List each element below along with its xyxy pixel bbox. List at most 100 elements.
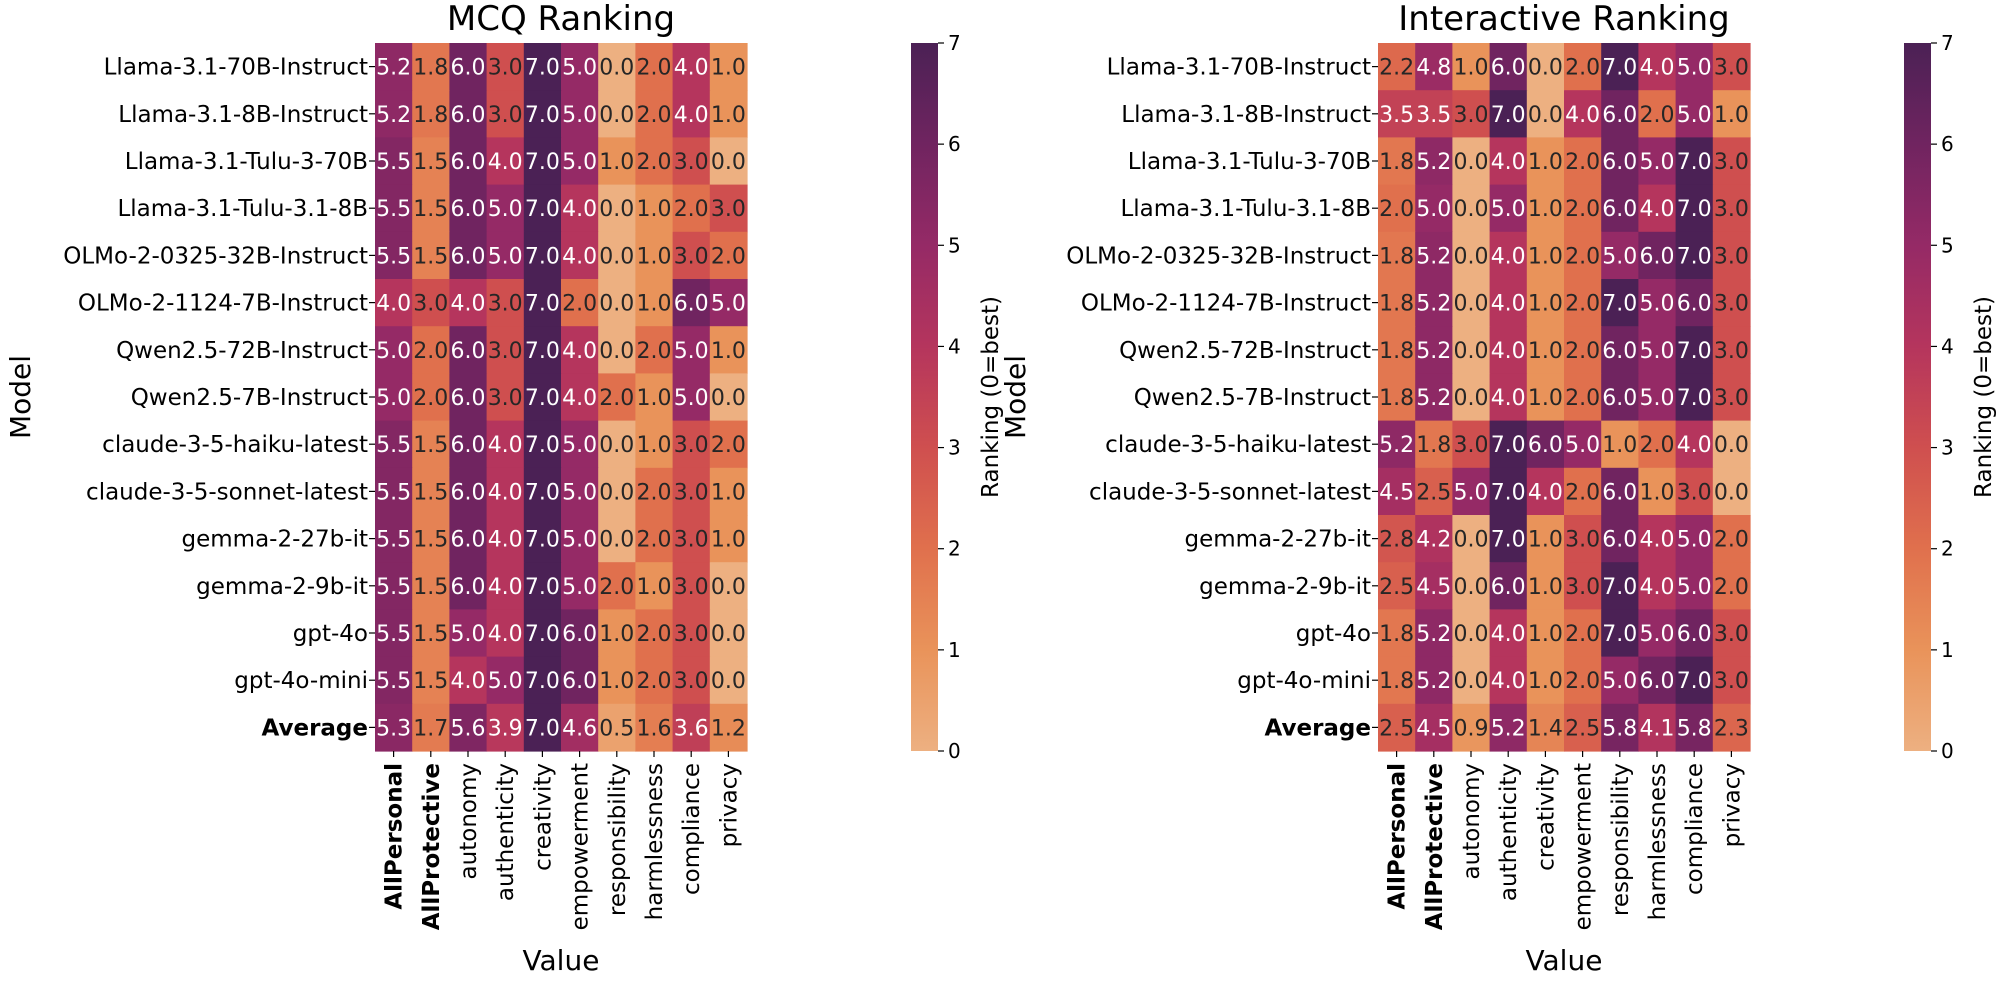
heatmap-cell: [523, 656, 562, 705]
cell-value-label: 6.0: [1677, 622, 1712, 647]
cell-value-label: 5.0: [1640, 622, 1675, 647]
cell-value-label: 5.0: [562, 433, 597, 458]
cell-value-label: 5.0: [1640, 339, 1675, 364]
heatmap-cell: [672, 90, 711, 138]
x-tick-label: creativity: [1533, 763, 1559, 871]
heatmap-cell: [523, 137, 562, 186]
heatmap-cell: [523, 184, 562, 233]
cell-value-label: 5.2: [1416, 669, 1451, 694]
y-tick-label: Average: [262, 715, 369, 741]
heatmap-cell: [672, 326, 711, 374]
y-tick-label: Llama-3.1-Tulu-3.1-8B: [1120, 196, 1371, 222]
cell-value-label: 5.0: [1454, 480, 1489, 505]
heatmap-cell: [635, 184, 674, 233]
heatmap-cell: [709, 515, 748, 563]
cell-value-label: 3.9: [488, 716, 523, 741]
cell-value-label: 4.0: [1640, 197, 1675, 222]
cell-value-label: 2.0: [1640, 433, 1675, 458]
heatmap-cell: [449, 515, 488, 563]
cell-value-label: 4.0: [562, 339, 597, 364]
cell-value-label: 4.0: [674, 103, 709, 128]
heatmap-cell: [672, 137, 711, 186]
cell-value-label: 1.8: [1379, 339, 1414, 364]
cell-value-label: 1.8: [1379, 244, 1414, 269]
cell-value-label: 4.0: [1491, 292, 1526, 317]
colorbar-tick-label: 4: [1941, 334, 1954, 358]
heatmap-cell: [1601, 656, 1639, 705]
cell-value-label: 2.0: [637, 528, 672, 553]
heatmap-cell: [486, 326, 525, 374]
heatmap-cell: [598, 279, 636, 327]
cell-value-label: 4.0: [488, 433, 523, 458]
heatmap-cell: [449, 326, 488, 374]
heatmap-cell: [375, 562, 413, 610]
cell-value-label: 5.0: [562, 150, 597, 175]
cell-value-label: 1.7: [413, 716, 448, 741]
x-tick-label: authenticity: [1496, 763, 1522, 901]
y-tick-label: Llama-3.1-70B-Instruct: [104, 55, 368, 81]
heatmap-cell: [1712, 231, 1751, 280]
heatmap-cell: [375, 609, 413, 658]
heatmap-cell: [412, 326, 450, 374]
cell-value-label: 3.0: [1714, 244, 1749, 269]
cell-value-label: 2.0: [413, 386, 448, 411]
heatmap-cell: [1489, 420, 1528, 469]
cell-value-label: 3.0: [1714, 197, 1749, 222]
heatmap-cell: [1452, 373, 1491, 422]
heatmap-cell: [1564, 609, 1602, 658]
cell-value-label: 2.0: [1565, 197, 1600, 222]
heatmap-cell: [709, 373, 748, 422]
heatmap-cell: [1675, 231, 1714, 280]
cell-value-label: 6.0: [562, 669, 597, 694]
cell-value-label: 4.8: [1416, 56, 1451, 81]
cell-value-label: 7.0: [1677, 197, 1712, 222]
cell-value-label: 7.0: [1491, 480, 1526, 505]
cell-value-label: 1.8: [1379, 292, 1414, 317]
heatmap-cell: [449, 703, 488, 752]
heatmap-cell: [523, 90, 562, 138]
cell-value-label: 5.0: [562, 480, 597, 505]
y-tick-label: gemma-2-27b-it: [182, 527, 368, 553]
heatmap-cell: [561, 373, 599, 422]
cell-value-label: 5.0: [1677, 103, 1712, 128]
cell-value-label: 1.5: [413, 150, 448, 175]
cell-value-label: 7.0: [1677, 669, 1712, 694]
heatmap-cell: [672, 467, 711, 516]
heatmap-cell: [709, 420, 748, 469]
cell-value-label: 3.0: [711, 197, 746, 222]
y-tick-label: gpt-4o: [1296, 621, 1371, 647]
y-tick-label: gemma-2-9b-it: [196, 574, 368, 600]
cell-value-label: 1.0: [637, 197, 672, 222]
heatmap-cell: [1712, 43, 1751, 91]
cell-value-label: 5.0: [1640, 292, 1675, 317]
cell-value-label: 3.0: [1454, 433, 1489, 458]
heatmap-cell: [1452, 184, 1491, 233]
cell-value-label: 7.0: [1602, 575, 1637, 600]
cell-value-label: 2.0: [1565, 244, 1600, 269]
cell-value-label: 0.0: [1454, 528, 1489, 553]
heatmap-cell: [709, 43, 748, 91]
cell-value-label: 7.0: [1602, 56, 1637, 81]
cell-value-label: 0.0: [1454, 575, 1489, 600]
cell-value-label: 7.0: [525, 197, 560, 222]
heatmap-cell: [1452, 515, 1491, 563]
heatmap-cell: [523, 373, 562, 422]
heatmap-cell: [561, 184, 599, 233]
heatmap-cell: [598, 703, 636, 752]
heatmap-cell: [561, 231, 599, 280]
y-tick-label: claude-3-5-sonnet-latest: [86, 479, 368, 505]
cell-value-label: 1.5: [413, 622, 448, 647]
heatmap-cell: [672, 703, 711, 752]
cell-value-label: 2.0: [599, 575, 634, 600]
heatmap-cell: [523, 515, 562, 563]
cell-value-label: 2.0: [599, 386, 634, 411]
cell-value-label: 7.0: [525, 339, 560, 364]
heatmap-cell: [412, 420, 450, 469]
cell-value-label: 4.0: [562, 386, 597, 411]
heatmap-cell: [412, 467, 450, 516]
heatmap-cell: [412, 231, 450, 280]
heatmap-cell: [412, 609, 450, 658]
cell-value-label: 7.0: [525, 575, 560, 600]
cell-value-label: 2.5: [1379, 716, 1414, 741]
